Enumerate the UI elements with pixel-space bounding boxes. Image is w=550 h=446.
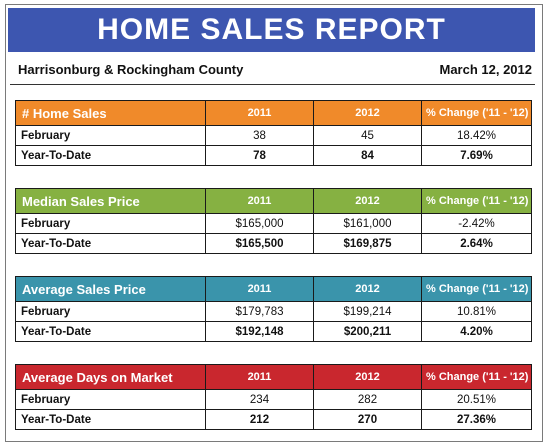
row-label: February — [15, 301, 206, 322]
average-price-table: Average Sales Price 2011 2012 % Change (… — [15, 276, 532, 342]
value-change: 7.69% — [421, 145, 532, 166]
table-row: February $165,000 $161,000 -2.42% — [15, 213, 532, 234]
col-2012-header: 2012 — [313, 276, 422, 302]
row-label: Year-To-Date — [15, 321, 206, 342]
value-2011: $192,148 — [205, 321, 314, 342]
subheader-divider — [10, 84, 535, 85]
home-sales-header-row: # Home Sales 2011 2012 % Change ('11 - '… — [15, 100, 532, 126]
region-label: Harrisonburg & Rockingham County — [18, 62, 244, 77]
table-row: February 234 282 20.51% — [15, 389, 532, 410]
col-change-header: % Change ('11 - '12) — [421, 188, 532, 214]
value-2011: 38 — [205, 125, 314, 146]
value-2012: 45 — [313, 125, 422, 146]
col-2011-header: 2011 — [205, 364, 314, 390]
col-2012-header: 2012 — [313, 188, 422, 214]
value-2012: 270 — [313, 409, 422, 430]
col-2012-header: 2012 — [313, 364, 422, 390]
table-row: Year-To-Date $192,148 $200,211 4.20% — [15, 321, 532, 342]
median-price-header-row: Median Sales Price 2011 2012 % Change ('… — [15, 188, 532, 214]
col-change-header: % Change ('11 - '12) — [421, 364, 532, 390]
col-change-header: % Change ('11 - '12) — [421, 100, 532, 126]
value-2012: $169,875 — [313, 233, 422, 254]
col-2011-header: 2011 — [205, 188, 314, 214]
report-subheader: Harrisonburg & Rockingham County March 1… — [18, 62, 532, 77]
row-label: February — [15, 213, 206, 234]
section-title: Median Sales Price — [15, 188, 206, 214]
report-title-banner: HOME SALES REPORT — [8, 8, 535, 52]
row-label: Year-To-Date — [15, 409, 206, 430]
value-2011: 78 — [205, 145, 314, 166]
table-row: Year-To-Date 212 270 27.36% — [15, 409, 532, 430]
row-label: Year-To-Date — [15, 145, 206, 166]
value-2011: 212 — [205, 409, 314, 430]
report-date: March 12, 2012 — [439, 62, 532, 77]
col-2011-header: 2011 — [205, 276, 314, 302]
value-change: 27.36% — [421, 409, 532, 430]
row-label: February — [15, 389, 206, 410]
value-2011: $179,783 — [205, 301, 314, 322]
section-title: Average Sales Price — [15, 276, 206, 302]
value-2012: 282 — [313, 389, 422, 410]
report-title: HOME SALES REPORT — [97, 13, 446, 46]
col-2012-header: 2012 — [313, 100, 422, 126]
value-change: 10.81% — [421, 301, 532, 322]
average-price-header-row: Average Sales Price 2011 2012 % Change (… — [15, 276, 532, 302]
value-2012: $200,211 — [313, 321, 422, 342]
section-title: Average Days on Market — [15, 364, 206, 390]
days-on-market-header-row: Average Days on Market 2011 2012 % Chang… — [15, 364, 532, 390]
value-change: 4.20% — [421, 321, 532, 342]
table-row: Year-To-Date $165,500 $169,875 2.64% — [15, 233, 532, 254]
value-2012: $161,000 — [313, 213, 422, 234]
median-price-table: Median Sales Price 2011 2012 % Change ('… — [15, 188, 532, 254]
value-change: 2.64% — [421, 233, 532, 254]
value-2011: $165,500 — [205, 233, 314, 254]
value-2012: $199,214 — [313, 301, 422, 322]
col-2011-header: 2011 — [205, 100, 314, 126]
table-row: February $179,783 $199,214 10.81% — [15, 301, 532, 322]
table-row: Year-To-Date 78 84 7.69% — [15, 145, 532, 166]
value-2011: 234 — [205, 389, 314, 410]
value-change: -2.42% — [421, 213, 532, 234]
table-row: February 38 45 18.42% — [15, 125, 532, 146]
value-change: 18.42% — [421, 125, 532, 146]
section-title: # Home Sales — [15, 100, 206, 126]
days-on-market-table: Average Days on Market 2011 2012 % Chang… — [15, 364, 532, 430]
value-2012: 84 — [313, 145, 422, 166]
row-label: February — [15, 125, 206, 146]
value-change: 20.51% — [421, 389, 532, 410]
value-2011: $165,000 — [205, 213, 314, 234]
row-label: Year-To-Date — [15, 233, 206, 254]
col-change-header: % Change ('11 - '12) — [421, 276, 532, 302]
home-sales-table: # Home Sales 2011 2012 % Change ('11 - '… — [15, 100, 532, 166]
